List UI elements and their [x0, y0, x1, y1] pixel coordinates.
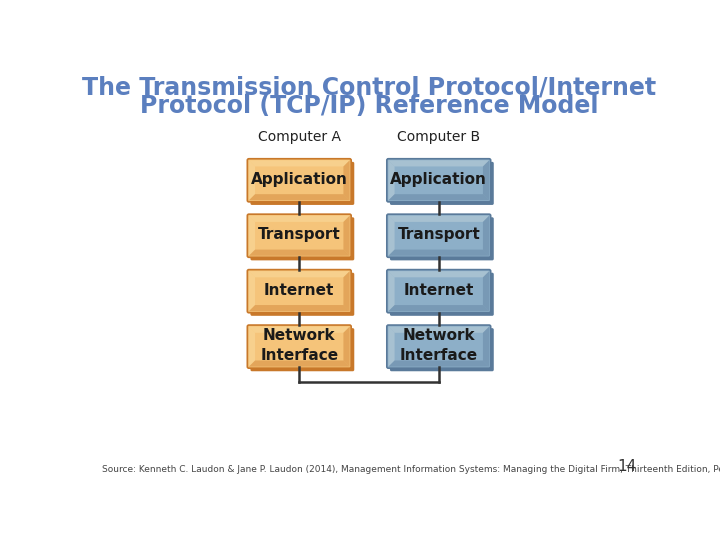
FancyBboxPatch shape [390, 328, 494, 372]
FancyBboxPatch shape [387, 269, 490, 313]
Polygon shape [249, 249, 350, 256]
Text: Network
Interface: Network Interface [400, 328, 478, 363]
FancyBboxPatch shape [248, 325, 351, 368]
Text: Application: Application [251, 172, 348, 187]
FancyBboxPatch shape [251, 273, 354, 316]
Text: Network
Interface: Network Interface [260, 328, 338, 363]
Polygon shape [249, 160, 350, 166]
Text: 14: 14 [617, 460, 636, 475]
Polygon shape [388, 305, 489, 311]
Text: Source: Kenneth C. Laudon & Jane P. Laudon (2014), Management Information System: Source: Kenneth C. Laudon & Jane P. Laud… [102, 465, 720, 475]
Polygon shape [343, 160, 350, 200]
Polygon shape [249, 160, 255, 200]
FancyBboxPatch shape [390, 162, 494, 205]
Text: Application: Application [390, 172, 487, 187]
Polygon shape [343, 215, 350, 256]
Polygon shape [343, 327, 350, 367]
FancyBboxPatch shape [387, 214, 490, 257]
FancyBboxPatch shape [251, 162, 354, 205]
Polygon shape [249, 271, 255, 311]
FancyBboxPatch shape [248, 159, 351, 202]
Polygon shape [388, 361, 489, 367]
Polygon shape [249, 361, 350, 367]
FancyBboxPatch shape [251, 328, 354, 372]
Polygon shape [388, 271, 489, 278]
FancyBboxPatch shape [390, 217, 494, 260]
Polygon shape [249, 327, 350, 333]
Polygon shape [249, 305, 350, 311]
Polygon shape [249, 215, 255, 256]
Text: Transport: Transport [258, 227, 341, 242]
FancyBboxPatch shape [390, 273, 494, 316]
FancyBboxPatch shape [387, 159, 490, 202]
Polygon shape [388, 160, 489, 166]
Polygon shape [388, 271, 395, 311]
Text: The Transmission Control Protocol/Internet: The Transmission Control Protocol/Intern… [82, 76, 656, 100]
Polygon shape [388, 249, 489, 256]
Text: Computer A: Computer A [258, 130, 341, 144]
Polygon shape [388, 215, 489, 222]
FancyBboxPatch shape [248, 269, 351, 313]
Text: Internet: Internet [264, 283, 334, 298]
Polygon shape [388, 160, 395, 200]
Polygon shape [388, 327, 489, 333]
Polygon shape [483, 215, 489, 256]
Polygon shape [249, 194, 350, 200]
Text: Internet: Internet [404, 283, 474, 298]
Text: Transport: Transport [397, 227, 480, 242]
Text: Computer B: Computer B [397, 130, 480, 144]
Text: Protocol (TCP/IP) Reference Model: Protocol (TCP/IP) Reference Model [140, 93, 598, 118]
Polygon shape [483, 160, 489, 200]
Polygon shape [249, 271, 350, 278]
Polygon shape [249, 327, 255, 367]
FancyBboxPatch shape [248, 214, 351, 257]
Polygon shape [249, 215, 350, 222]
Polygon shape [388, 327, 395, 367]
Polygon shape [483, 327, 489, 367]
Polygon shape [388, 215, 395, 256]
FancyBboxPatch shape [251, 217, 354, 260]
Polygon shape [388, 194, 489, 200]
FancyBboxPatch shape [387, 325, 490, 368]
Polygon shape [343, 271, 350, 311]
Polygon shape [483, 271, 489, 311]
